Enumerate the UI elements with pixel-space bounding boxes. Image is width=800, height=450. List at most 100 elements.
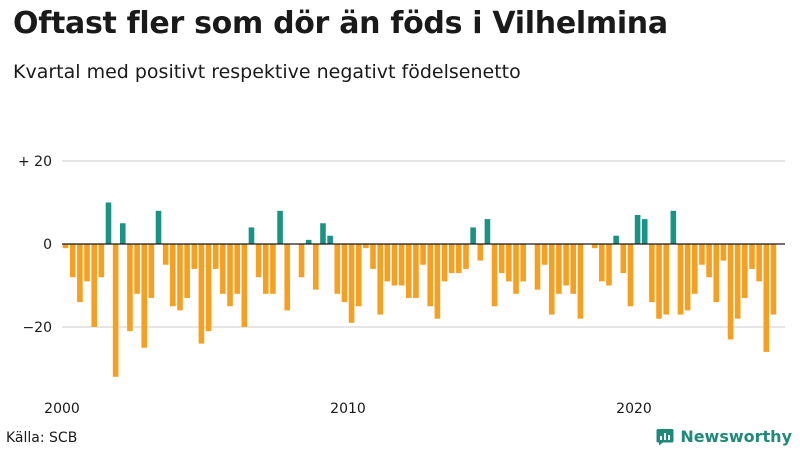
brand-label: Newsworthy (680, 427, 792, 446)
bar (656, 244, 662, 319)
bar (177, 244, 183, 311)
bar (591, 244, 598, 249)
bar (484, 219, 491, 244)
bar (763, 244, 770, 352)
bar (742, 244, 748, 298)
bar (255, 244, 262, 278)
x-tick-label: 2010 (330, 401, 366, 417)
grid-lines (62, 160, 785, 328)
bar (170, 244, 176, 307)
bar (520, 244, 526, 282)
source-note: Källa: SCB (6, 430, 78, 446)
bar (191, 244, 198, 269)
bar (141, 244, 148, 348)
bar (220, 244, 226, 294)
bar (277, 210, 283, 244)
bar (162, 244, 169, 265)
bar (599, 244, 605, 282)
bar (699, 244, 705, 265)
bar (620, 244, 627, 274)
bar (248, 227, 255, 244)
bar (77, 244, 83, 303)
bar (327, 235, 333, 244)
bar (234, 244, 240, 294)
bar (341, 244, 348, 303)
bar (363, 244, 369, 249)
bar (370, 244, 376, 269)
bar (98, 244, 105, 278)
bar (184, 244, 190, 298)
bar (677, 244, 684, 315)
newsworthy-logo-icon (656, 428, 674, 445)
bar (205, 244, 212, 332)
bar (770, 244, 777, 315)
bar (262, 244, 269, 294)
bar (320, 223, 326, 244)
bar (105, 202, 112, 244)
bar (570, 244, 577, 294)
bar (434, 244, 441, 319)
bar (127, 244, 133, 332)
bar (441, 244, 448, 282)
bar (470, 227, 476, 244)
bar (756, 244, 762, 282)
bar (155, 210, 162, 244)
bar (563, 244, 569, 286)
bar (270, 244, 276, 294)
bar (391, 244, 398, 286)
bar (548, 244, 555, 315)
bar (398, 244, 405, 286)
bar (556, 244, 562, 294)
bar (606, 244, 612, 286)
bar (541, 244, 548, 265)
bar (491, 244, 498, 307)
bar (749, 244, 755, 269)
bar (498, 244, 505, 274)
bar (641, 219, 648, 244)
bar (506, 244, 512, 282)
bar (134, 244, 140, 294)
bar (91, 244, 97, 327)
bar (670, 210, 677, 244)
bar (720, 244, 727, 261)
bar (627, 244, 634, 307)
bar (513, 244, 519, 294)
newsworthy-logo: Newsworthy (656, 427, 792, 446)
bar (427, 244, 434, 307)
bar (313, 244, 319, 290)
bar (448, 244, 455, 274)
bar (148, 244, 155, 298)
chart-title: Oftast fler som dör än föds i Vilhelmina (13, 6, 668, 41)
bar (69, 244, 76, 278)
bar (298, 244, 305, 278)
bar (62, 244, 69, 249)
chart-subtitle: Kvartal med positivt respektive negativt… (13, 61, 521, 83)
y-tick-label: 0 (43, 237, 52, 253)
y-tick-label: −20 (22, 320, 52, 336)
bar (348, 244, 355, 323)
bar (634, 214, 641, 244)
y-tick-label: + 20 (18, 154, 52, 170)
bars (62, 202, 777, 377)
x-tick-label: 2000 (44, 401, 80, 417)
bar (734, 244, 741, 319)
x-tick-label: 2020 (616, 401, 652, 417)
bar (534, 244, 541, 290)
bar (706, 244, 712, 278)
bar (119, 223, 126, 244)
bar (727, 244, 734, 340)
bar (691, 244, 698, 294)
axes: + 20 0 −20 2000 2010 2020 (18, 154, 785, 417)
bar (212, 244, 219, 269)
bar (684, 244, 691, 311)
bar (613, 235, 619, 244)
bar (377, 244, 383, 315)
bar-chart: + 20 0 −20 2000 2010 2020 (18, 154, 785, 417)
bar (649, 244, 655, 303)
bar (420, 244, 426, 265)
bar (713, 244, 720, 303)
bar (284, 244, 291, 311)
bar (463, 244, 469, 269)
bar (405, 244, 412, 298)
bar (334, 244, 341, 294)
